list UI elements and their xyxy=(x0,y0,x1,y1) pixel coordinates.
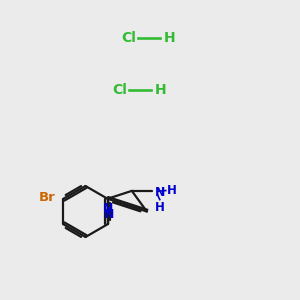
Text: Cl: Cl xyxy=(112,83,128,97)
Text: N: N xyxy=(104,208,114,220)
Text: N: N xyxy=(103,202,114,215)
Text: N: N xyxy=(155,186,166,199)
Text: H: H xyxy=(164,31,175,44)
Text: Cl: Cl xyxy=(122,31,136,44)
Text: H: H xyxy=(154,83,166,97)
Text: H: H xyxy=(155,201,165,214)
Text: H: H xyxy=(167,184,176,197)
Text: Br: Br xyxy=(39,191,56,204)
